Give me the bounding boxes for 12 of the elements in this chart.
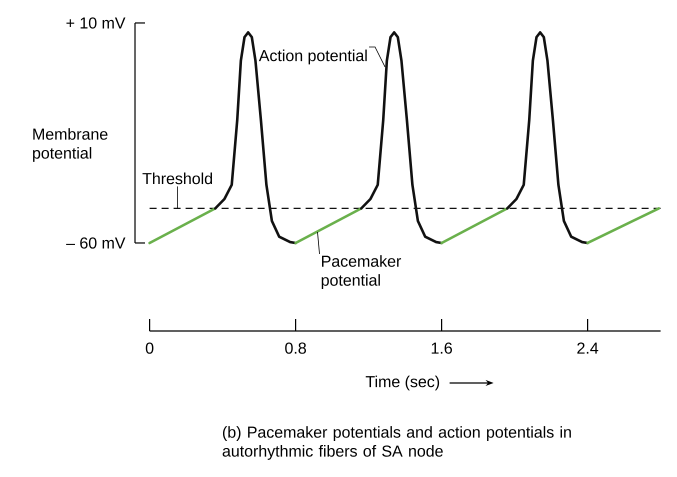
text: (b) Pacemaker potentials and action potentials in autorhythmic fibers of SA node <box>222 426 571 460</box>
x-axis-title: Time (sec) <box>366 376 440 390</box>
y-axis-title: Membrane potential <box>33 128 108 162</box>
ref-line-label: Threshold <box>142 172 212 184</box>
x-tick-label: 2.4 <box>577 342 598 354</box>
x-tick-label: 1.6 <box>432 342 452 354</box>
x-tick-label: 0.8 <box>285 342 306 354</box>
y-tick-label: – 60 mV <box>66 237 126 249</box>
annotation: Pacemaker potential <box>322 255 402 289</box>
annotation: Action potential <box>258 50 367 64</box>
x-tick-label: 0 <box>146 342 154 354</box>
y-tick-label: + 10 mV <box>66 17 126 29</box>
